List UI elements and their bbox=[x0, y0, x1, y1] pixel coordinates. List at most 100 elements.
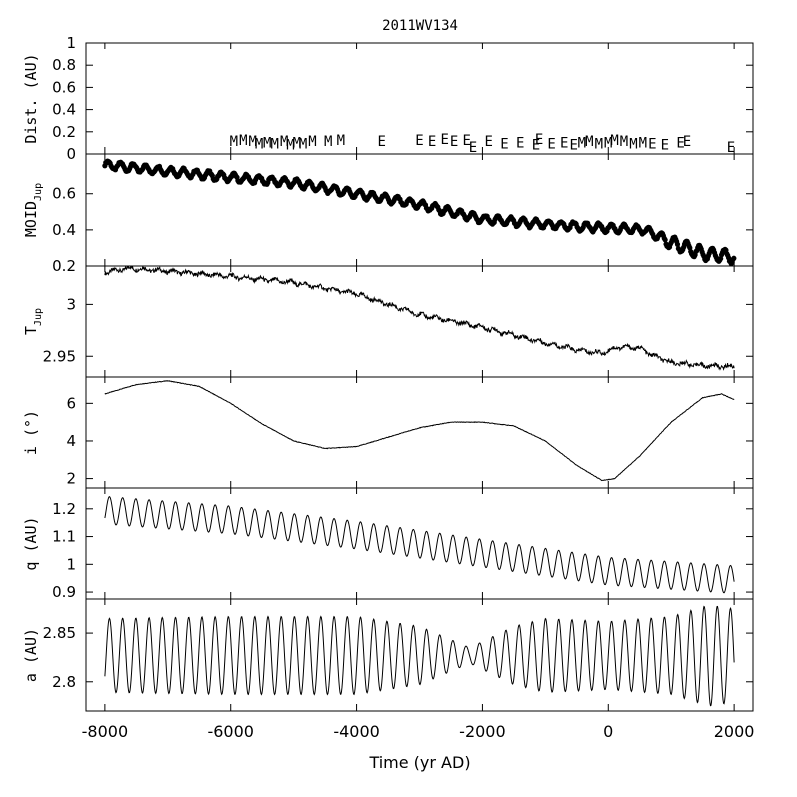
encounter-marker: M bbox=[239, 133, 247, 149]
encounter-marker: E bbox=[462, 133, 470, 149]
encounter-marker: M bbox=[249, 134, 257, 150]
encounter-marker: E bbox=[428, 134, 436, 150]
encounter-marker: E bbox=[516, 135, 524, 151]
tjup-series-line bbox=[104, 266, 735, 371]
y-tick-label: 0.6 bbox=[52, 185, 76, 203]
encounter-marker: M bbox=[604, 135, 612, 151]
encounter-marker: E bbox=[648, 136, 656, 152]
plot-area bbox=[104, 496, 735, 594]
encounter-marker: E bbox=[532, 138, 540, 154]
y-tick-label: 1 bbox=[66, 34, 76, 52]
y-tick-label: 1 bbox=[66, 555, 76, 573]
plot-area bbox=[104, 379, 735, 482]
y-tick-label: 0.6 bbox=[52, 78, 76, 96]
encounter-marker: M bbox=[324, 134, 332, 150]
encounter-marker: M bbox=[578, 135, 586, 151]
q-series-line bbox=[104, 496, 735, 594]
panel-frame bbox=[85, 265, 754, 378]
x-axis: -8000 -6000 -4000 -2000 0 2000 bbox=[82, 722, 755, 741]
y-tick-label: 0.2 bbox=[52, 123, 76, 141]
encounter-marker: M bbox=[639, 135, 647, 151]
encounter-marker: M bbox=[585, 134, 593, 150]
moid-point bbox=[731, 255, 737, 261]
y-tick-label: 2.95 bbox=[43, 347, 76, 365]
encounter-marker: E bbox=[469, 140, 477, 156]
encounter-marker: E bbox=[500, 136, 508, 152]
panel-frame bbox=[85, 598, 754, 712]
y-tick-label: 3 bbox=[66, 295, 76, 313]
x-tick-label: 0 bbox=[603, 722, 613, 741]
encounter-marker: M bbox=[280, 134, 288, 150]
encounter-marker: M bbox=[620, 134, 628, 150]
encounter-marker: M bbox=[255, 136, 263, 152]
panel-frame bbox=[85, 487, 754, 600]
plot-area bbox=[104, 266, 735, 371]
encounter-marker: E bbox=[415, 133, 423, 149]
encounter-marker: M bbox=[230, 134, 238, 150]
y-tick-label: 2.85 bbox=[43, 624, 76, 642]
plot-area bbox=[102, 158, 737, 266]
encounter-marker: M bbox=[629, 136, 637, 152]
encounter-marker: E bbox=[535, 132, 543, 148]
encounter-marker: M bbox=[286, 138, 294, 154]
y-axis-label: Dist. (AU) bbox=[22, 53, 40, 143]
y-tick-label: 2.8 bbox=[52, 673, 76, 691]
encounter-marker: E bbox=[484, 134, 492, 150]
panel-tjup: 2.95 3 TJup bbox=[22, 265, 754, 378]
encounter-marker: E bbox=[440, 132, 448, 148]
x-axis-label: Time (yr AD) bbox=[368, 753, 470, 772]
y-tick-label: 4 bbox=[66, 432, 76, 450]
plot-area bbox=[104, 605, 735, 707]
encounter-marker: E bbox=[683, 134, 691, 150]
y-tick-label: 0.2 bbox=[52, 257, 76, 275]
encounter-marker: M bbox=[610, 133, 618, 149]
y-tick-label: 0.9 bbox=[52, 583, 76, 601]
y-axis-label: TJup bbox=[22, 308, 44, 335]
a-series-line bbox=[104, 605, 735, 707]
panel-moid: 0.2 0.4 0.6 MOIDJup bbox=[22, 153, 754, 275]
encounter-marker: E bbox=[450, 134, 458, 150]
y-tick-label: 1.1 bbox=[52, 528, 76, 546]
encounter-marker: M bbox=[595, 136, 603, 152]
encounter-marker: M bbox=[299, 136, 307, 152]
panel-incl: 2 4 6 i (°) bbox=[22, 376, 754, 489]
y-axis-label: i (°) bbox=[22, 410, 40, 455]
x-tick-label: 2000 bbox=[714, 722, 755, 741]
panel-frame bbox=[85, 376, 754, 489]
y-tick-label: 0.8 bbox=[52, 56, 76, 74]
encounter-marker: E bbox=[560, 135, 568, 151]
encounter-marker: E bbox=[727, 140, 735, 156]
encounter-marker: M bbox=[271, 136, 279, 152]
moid-point bbox=[662, 237, 668, 243]
encounter-marker: E bbox=[378, 134, 386, 150]
chart-title: 2011WV134 bbox=[382, 18, 458, 34]
y-axis-label: MOIDJup bbox=[22, 183, 44, 237]
y-tick-label: 2 bbox=[66, 470, 76, 488]
y-tick-label: 1.2 bbox=[52, 500, 76, 518]
y-axis-label: a (AU) bbox=[22, 628, 40, 682]
y-tick-label: 6 bbox=[66, 394, 76, 412]
encounter-marker: M bbox=[263, 135, 271, 151]
y-tick-label: 0 bbox=[66, 145, 76, 163]
encounter-marker: E bbox=[547, 136, 555, 152]
y-axis-label: q (AU) bbox=[22, 516, 40, 570]
incl-series-line bbox=[104, 379, 735, 482]
encounter-marker: E bbox=[676, 135, 684, 151]
y-tick-label: 0.4 bbox=[52, 221, 76, 239]
encounter-marker: M bbox=[293, 135, 301, 151]
x-tick-label: -6000 bbox=[207, 722, 254, 741]
encounter-marker: M bbox=[308, 134, 316, 150]
encounter-marker: E bbox=[569, 138, 577, 154]
x-tick-label: -4000 bbox=[333, 722, 380, 741]
encounter-marker: E bbox=[661, 138, 669, 154]
encounter-marker: M bbox=[337, 133, 345, 149]
panel-q: 0.9 1 1.1 1.2 q (AU) bbox=[22, 487, 754, 601]
y-tick-label: 0.4 bbox=[52, 101, 76, 119]
panel-a: 2.8 2.85a (AU) bbox=[22, 598, 754, 712]
x-tick-label: -8000 bbox=[82, 722, 129, 741]
moid-point bbox=[674, 241, 681, 247]
